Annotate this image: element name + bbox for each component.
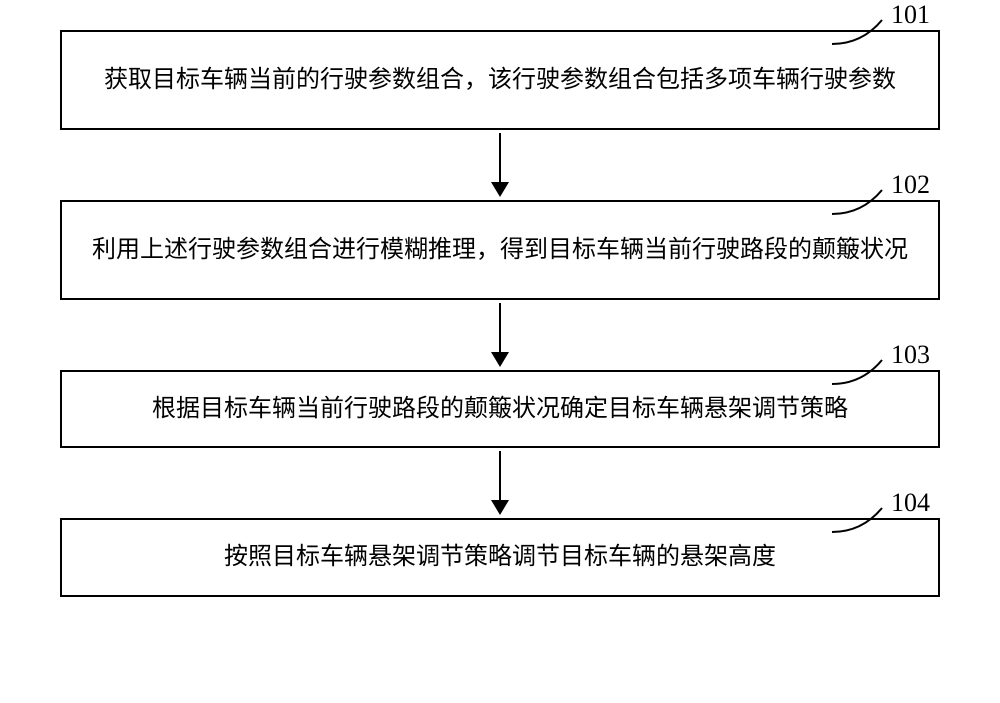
arrow-head-icon (491, 182, 509, 197)
arrow-1 (491, 130, 509, 200)
arrow-head-icon (491, 352, 509, 367)
step-104-label: 104 (891, 488, 930, 518)
step-101-text: 获取目标车辆当前的行驶参数组合，该行驶参数组合包括多项车辆行驶参数 (104, 61, 896, 99)
step-104-wrapper: 104 按照目标车辆悬架调节策略调节目标车辆的悬架高度 (60, 518, 940, 596)
arrow-2 (491, 300, 509, 370)
arrow-3 (491, 448, 509, 518)
step-103-box: 根据目标车辆当前行驶路段的颠簸状况确定目标车辆悬架调节策略 (60, 370, 940, 448)
arrow-line (499, 133, 501, 183)
arrow-line (499, 303, 501, 353)
connector-curve-icon (832, 186, 892, 216)
connector-curve-icon (832, 16, 892, 46)
arrow-head-icon (491, 500, 509, 515)
connector-curve-icon (832, 356, 892, 386)
flowchart-container: 101 获取目标车辆当前的行驶参数组合，该行驶参数组合包括多项车辆行驶参数 10… (0, 30, 1000, 597)
step-104-text: 按照目标车辆悬架调节策略调节目标车辆的悬架高度 (224, 538, 776, 576)
arrow-line (499, 451, 501, 501)
step-101-label: 101 (891, 0, 930, 30)
step-104-box: 按照目标车辆悬架调节策略调节目标车辆的悬架高度 (60, 518, 940, 596)
step-102-wrapper: 102 利用上述行驶参数组合进行模糊推理，得到目标车辆当前行驶路段的颠簸状况 (60, 200, 940, 300)
step-103-label: 103 (891, 340, 930, 370)
step-102-label: 102 (891, 170, 930, 200)
step-101-box: 获取目标车辆当前的行驶参数组合，该行驶参数组合包括多项车辆行驶参数 (60, 30, 940, 130)
step-102-box: 利用上述行驶参数组合进行模糊推理，得到目标车辆当前行驶路段的颠簸状况 (60, 200, 940, 300)
step-103-wrapper: 103 根据目标车辆当前行驶路段的颠簸状况确定目标车辆悬架调节策略 (60, 370, 940, 448)
connector-curve-icon (832, 504, 892, 534)
step-103-text: 根据目标车辆当前行驶路段的颠簸状况确定目标车辆悬架调节策略 (152, 390, 848, 428)
step-102-text: 利用上述行驶参数组合进行模糊推理，得到目标车辆当前行驶路段的颠簸状况 (92, 231, 908, 269)
step-101-wrapper: 101 获取目标车辆当前的行驶参数组合，该行驶参数组合包括多项车辆行驶参数 (60, 30, 940, 130)
